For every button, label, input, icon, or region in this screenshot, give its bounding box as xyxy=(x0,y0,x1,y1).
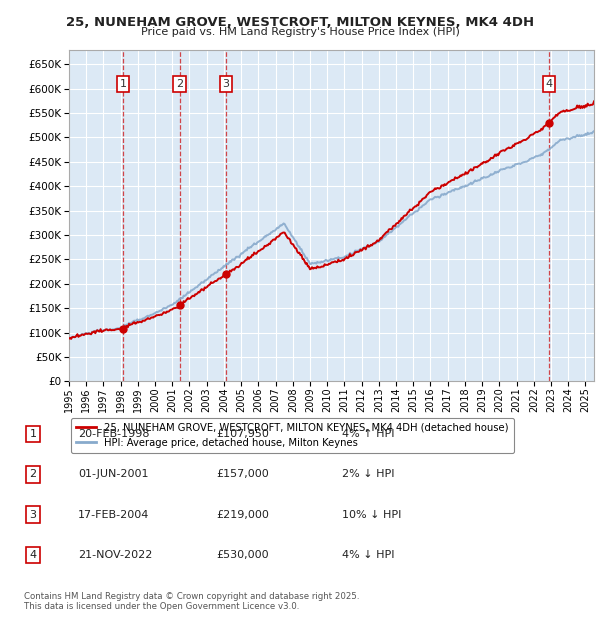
Text: 21-NOV-2022: 21-NOV-2022 xyxy=(78,550,152,560)
Text: 10% ↓ HPI: 10% ↓ HPI xyxy=(342,510,401,520)
Text: 2: 2 xyxy=(176,79,183,89)
Text: 3: 3 xyxy=(223,79,230,89)
Text: £157,000: £157,000 xyxy=(216,469,269,479)
Text: 4% ↑ HPI: 4% ↑ HPI xyxy=(342,429,395,439)
Text: 25, NUNEHAM GROVE, WESTCROFT, MILTON KEYNES, MK4 4DH: 25, NUNEHAM GROVE, WESTCROFT, MILTON KEY… xyxy=(66,16,534,29)
Text: 2% ↓ HPI: 2% ↓ HPI xyxy=(342,469,395,479)
Text: 4: 4 xyxy=(29,550,37,560)
Text: 17-FEB-2004: 17-FEB-2004 xyxy=(78,510,149,520)
Text: 4% ↓ HPI: 4% ↓ HPI xyxy=(342,550,395,560)
Text: 1: 1 xyxy=(119,79,127,89)
Text: This data is licensed under the Open Government Licence v3.0.: This data is licensed under the Open Gov… xyxy=(24,602,299,611)
Text: £107,950: £107,950 xyxy=(216,429,269,439)
Text: Contains HM Land Registry data © Crown copyright and database right 2025.: Contains HM Land Registry data © Crown c… xyxy=(24,592,359,601)
Text: 3: 3 xyxy=(29,510,37,520)
Text: 20-FEB-1998: 20-FEB-1998 xyxy=(78,429,149,439)
Text: 4: 4 xyxy=(545,79,553,89)
Text: £530,000: £530,000 xyxy=(216,550,269,560)
Text: 1: 1 xyxy=(29,429,37,439)
Legend: 25, NUNEHAM GROVE, WESTCROFT, MILTON KEYNES, MK4 4DH (detached house), HPI: Aver: 25, NUNEHAM GROVE, WESTCROFT, MILTON KEY… xyxy=(71,418,514,453)
Text: Price paid vs. HM Land Registry's House Price Index (HPI): Price paid vs. HM Land Registry's House … xyxy=(140,27,460,37)
Text: £219,000: £219,000 xyxy=(216,510,269,520)
Text: 01-JUN-2001: 01-JUN-2001 xyxy=(78,469,149,479)
Text: 2: 2 xyxy=(29,469,37,479)
